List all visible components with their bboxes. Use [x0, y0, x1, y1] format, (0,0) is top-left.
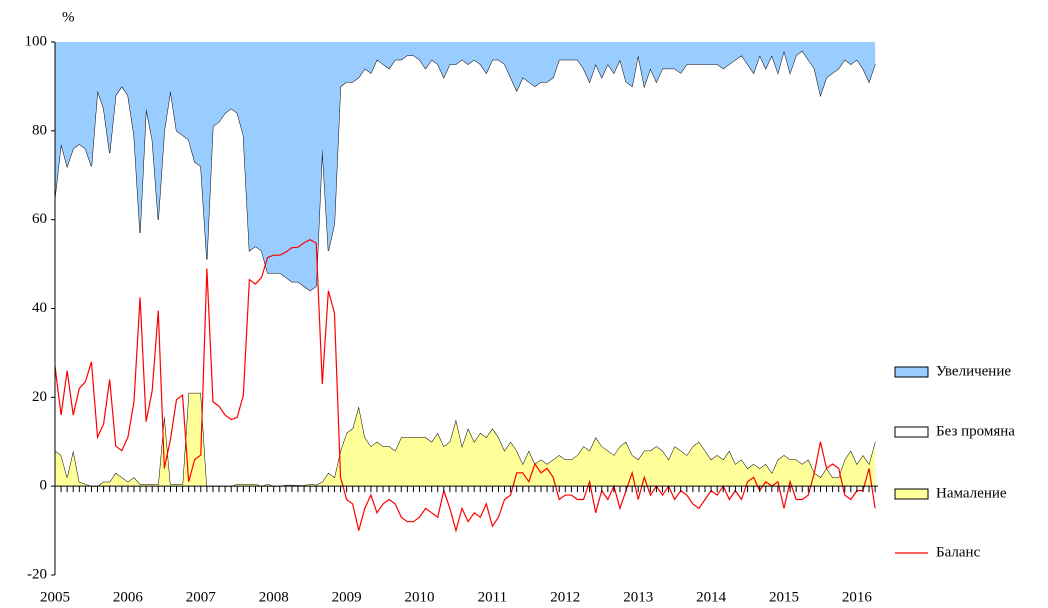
legend-label: Увеличение	[936, 363, 1011, 379]
x-tick-label: 2009	[332, 589, 362, 605]
area	[55, 50, 876, 487]
legend-label: Без промяна	[936, 423, 1015, 439]
x-tick-label: 2007	[186, 589, 217, 605]
y-tick-label: 100	[25, 33, 48, 49]
legend-swatch	[894, 366, 929, 378]
y-tick-label: 20	[32, 389, 47, 405]
area	[55, 42, 876, 291]
y-tick-label: 0	[40, 478, 48, 494]
legend-swatch	[894, 426, 929, 438]
y-tick-label: 60	[32, 211, 47, 227]
x-tick-label: 2010	[405, 589, 435, 605]
area	[55, 392, 876, 487]
x-tick-label: 2012	[550, 589, 580, 605]
x-tick-label: 2016	[842, 589, 873, 605]
y-tick-label: 40	[32, 300, 47, 316]
x-tick-label: 2006	[113, 589, 144, 605]
x-tick-label: 2011	[478, 589, 507, 605]
legend-swatch	[894, 488, 929, 500]
legend-label: Намаление	[936, 485, 1007, 501]
x-tick-label: 2008	[259, 589, 289, 605]
legend-label: Баланс	[936, 544, 981, 560]
y-axis-label: %	[62, 9, 75, 25]
y-tick-label: -20	[27, 566, 47, 582]
x-tick-label: 2015	[769, 589, 799, 605]
y-tick-label: 80	[32, 122, 47, 138]
x-tick-label: 2014	[696, 589, 727, 605]
line	[54, 238, 876, 533]
x-tick-label: 2005	[40, 589, 70, 605]
x-tick-label: 2013	[623, 589, 653, 605]
